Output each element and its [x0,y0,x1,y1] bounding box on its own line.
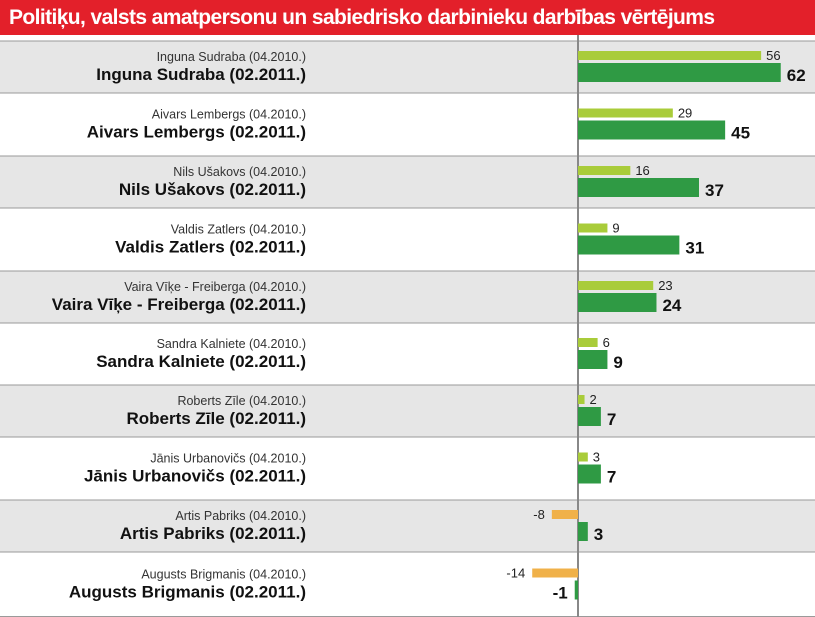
bar-04-2010 [578,338,598,347]
value-label-04-2010: 29 [678,106,692,121]
bar-02-2011 [578,235,680,255]
bar-04-2010 [578,395,585,404]
row-label-2011: Inguna Sudraba (02.2011.) [96,65,306,84]
value-label-02-2011: -1 [553,584,568,603]
row-label-2011: Augusts Brigmanis (02.2011.) [69,583,306,602]
value-label-02-2011: 3 [594,525,603,544]
bar-02-2011 [578,350,608,369]
value-label-02-2011: 9 [613,353,622,372]
bar-04-2010 [578,51,762,60]
value-label-04-2010: 2 [590,392,597,407]
bar-02-2011 [578,522,588,541]
row-background [0,500,815,552]
value-label-04-2010: -8 [533,507,545,522]
value-label-02-2011: 7 [607,410,616,429]
row-label-2010: Artis Pabriks (04.2010.) [175,509,306,523]
value-label-02-2011: 31 [685,239,704,258]
row-label-2010: Sandra Kalniete (04.2010.) [157,337,306,351]
row-label-2011: Vaira Vīķe - Freiberga (02.2011.) [52,295,306,314]
bar-02-2011 [578,464,601,484]
value-label-04-2010: -14 [506,566,525,581]
value-label-02-2011: 45 [731,124,750,143]
value-label-02-2011: 62 [787,66,806,85]
bar-02-2011 [578,293,657,312]
row-label-2010: Nils Ušakovs (04.2010.) [173,165,306,179]
bar-04-2010 [578,281,654,290]
row-label-2010: Inguna Sudraba (04.2010.) [157,50,306,64]
row-background [0,552,815,617]
bar-04-2010 [551,510,578,519]
value-label-02-2011: 37 [705,181,724,200]
row-label-2010: Valdis Zatlers (04.2010.) [171,223,306,237]
row-background [0,385,815,437]
value-label-04-2010: 9 [612,221,619,236]
bar-02-2011 [578,178,699,197]
row-label-2011: Nils Ušakovs (02.2011.) [119,180,306,199]
row-label-2010: Jānis Urbanovičs (04.2010.) [150,452,306,466]
bar-04-2010 [578,223,608,233]
row-label-2011: Roberts Zīle (02.2011.) [126,409,306,428]
bar-02-2011 [578,63,781,82]
row-background [0,323,815,385]
value-label-04-2010: 16 [635,163,649,178]
value-label-04-2010: 23 [658,278,672,293]
bar-02-2011 [578,407,601,426]
value-label-02-2011: 7 [607,468,616,487]
row-label-2010: Aivars Lembergs (04.2010.) [152,108,306,122]
row-label-2011: Aivars Lembergs (02.2011.) [87,123,306,142]
value-label-04-2010: 56 [766,48,780,63]
bar-02-2011 [574,580,578,600]
row-label-2011: Valdis Zatlers (02.2011.) [115,238,306,257]
chart-title: Politiķu, valsts amatpersonu un sabiedri… [0,0,815,35]
value-label-02-2011: 24 [662,296,681,315]
row-label-2011: Sandra Kalniete (02.2011.) [96,352,306,371]
row-background [0,271,815,323]
chart: Inguna Sudraba (04.2010.)Inguna Sudraba … [0,35,815,617]
bar-04-2010 [532,568,578,578]
bar-04-2010 [578,108,673,118]
row-label-2011: Artis Pabriks (02.2011.) [120,524,306,543]
row-label-2011: Jānis Urbanovičs (02.2011.) [84,467,306,486]
bar-04-2010 [578,452,588,462]
row-label-2010: Roberts Zīle (04.2010.) [177,394,306,408]
row-label-2010: Vaira Vīķe - Freiberga (04.2010.) [124,280,306,294]
value-label-04-2010: 6 [603,335,610,350]
bar-02-2011 [578,120,726,140]
row-label-2010: Augusts Brigmanis (04.2010.) [141,568,306,582]
row-background [0,437,815,500]
value-label-04-2010: 3 [593,450,600,465]
bar-04-2010 [578,166,631,175]
